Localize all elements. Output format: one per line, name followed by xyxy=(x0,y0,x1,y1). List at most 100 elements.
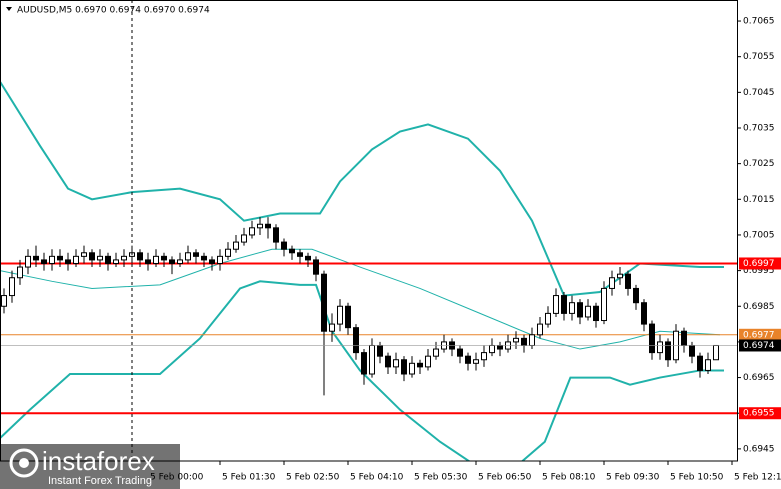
candle-body xyxy=(377,344,383,357)
plot-area xyxy=(0,81,738,461)
x-tick-label: 5 Feb 05:30 xyxy=(414,473,468,483)
x-tick-label: 5 Feb 10:50 xyxy=(670,473,724,483)
watermark: instaforex Instant Forex Trading xyxy=(0,444,180,489)
watermark-tagline: Instant Forex Trading xyxy=(48,475,152,487)
y-tick-label: 0.6945 xyxy=(743,444,775,454)
candle-body xyxy=(649,323,655,354)
watermark-logo xyxy=(9,448,39,478)
candle-body xyxy=(89,252,95,261)
watermark-logo-dot xyxy=(19,458,29,468)
candle-body xyxy=(265,223,271,229)
y-tick-label: 0.7015 xyxy=(743,195,775,205)
candle-body xyxy=(305,255,311,261)
candle-body xyxy=(329,323,335,332)
candle-body xyxy=(289,248,295,254)
candle-body xyxy=(161,255,167,261)
candle-body xyxy=(681,330,687,346)
candle-body xyxy=(625,273,631,289)
candle-body xyxy=(481,352,487,361)
candle-body xyxy=(569,302,575,314)
candle-body xyxy=(529,334,535,346)
candle-body xyxy=(641,302,647,325)
candle-body xyxy=(113,259,119,264)
candle-body xyxy=(689,344,695,357)
level-label: 0.6997 xyxy=(743,259,775,269)
y-tick-label: 0.6985 xyxy=(743,302,775,312)
y-tick-label: 0.7065 xyxy=(743,17,775,27)
y-tick-label: 0.6965 xyxy=(743,373,775,383)
x-tick-label: 5 Feb 08:10 xyxy=(542,473,596,483)
x-tick-label: 5 Feb 04:10 xyxy=(350,473,404,483)
candle-body xyxy=(65,259,71,264)
candle-body xyxy=(185,252,191,261)
candle-body xyxy=(697,355,703,371)
candle-body xyxy=(177,259,183,264)
candle-body xyxy=(353,327,359,354)
candle-body xyxy=(41,259,47,264)
candle-body xyxy=(57,255,63,261)
candle-body xyxy=(561,295,567,314)
y-tick-label: 0.6995 xyxy=(743,266,775,276)
candle-body xyxy=(369,344,375,375)
candle-body xyxy=(465,355,471,364)
candle-body xyxy=(9,277,15,297)
candle-body xyxy=(97,255,103,261)
candle-body xyxy=(401,359,407,375)
plot-border xyxy=(0,0,738,462)
candle-body xyxy=(233,241,239,250)
candle-body xyxy=(137,252,143,261)
level-label-box xyxy=(739,328,781,341)
level-label: 0.6977 xyxy=(743,330,775,340)
candle-body xyxy=(313,259,319,275)
candle-body xyxy=(241,234,247,243)
candle-body xyxy=(81,252,87,257)
candle-body xyxy=(665,341,671,361)
y-tick-label: 0.7045 xyxy=(743,88,775,98)
candle-body xyxy=(321,273,327,332)
menu-icon[interactable] xyxy=(6,7,12,11)
candle-body xyxy=(73,255,79,264)
y-tick-label: 0.7025 xyxy=(743,159,775,169)
level-label: 0.6955 xyxy=(743,409,775,419)
candle-body xyxy=(593,305,599,322)
candle-body xyxy=(201,255,207,261)
candle-body xyxy=(577,302,583,318)
candle-body xyxy=(257,223,263,229)
candle-body xyxy=(417,362,423,368)
candle-body xyxy=(521,337,527,346)
candle-body xyxy=(121,255,127,261)
candle-body xyxy=(545,312,551,325)
band-line xyxy=(0,280,724,461)
chart-title: AUDUSD,M5 0.6970 0.6974 0.6970 0.6974 xyxy=(17,6,210,16)
candle-body xyxy=(385,355,391,368)
x-tick-label: 5 Feb 09:30 xyxy=(606,473,660,483)
candle-body xyxy=(657,341,663,354)
y-tick-label: 0.7005 xyxy=(743,230,775,240)
y-tick-label: 0.7055 xyxy=(743,52,775,62)
candle-body xyxy=(249,227,255,236)
y-tick-label: 0.7035 xyxy=(743,123,775,133)
candle-body xyxy=(217,255,223,264)
candle-body xyxy=(169,259,175,264)
candle-body xyxy=(225,248,231,257)
band-line xyxy=(0,248,721,350)
candle-body xyxy=(601,287,607,322)
x-tick-label: 5 Feb 12:10 xyxy=(734,473,781,483)
candle-body xyxy=(585,305,591,318)
candle-body xyxy=(513,337,519,343)
candle-body xyxy=(409,362,415,375)
candle-body xyxy=(337,305,343,325)
candle-body xyxy=(433,348,439,357)
candle-body xyxy=(609,277,615,289)
candle-body xyxy=(17,266,23,279)
candle-body xyxy=(489,344,495,354)
candle-body xyxy=(425,355,431,368)
candle-body xyxy=(497,344,503,350)
axes: 0.7065 0.7055 0.7045 0.7035 0.7025 0.7015 0.70… xyxy=(147,17,781,483)
x-tick-label: 5 Feb 02:50 xyxy=(286,473,340,483)
candle-body xyxy=(193,252,199,257)
candle-body xyxy=(713,344,719,361)
